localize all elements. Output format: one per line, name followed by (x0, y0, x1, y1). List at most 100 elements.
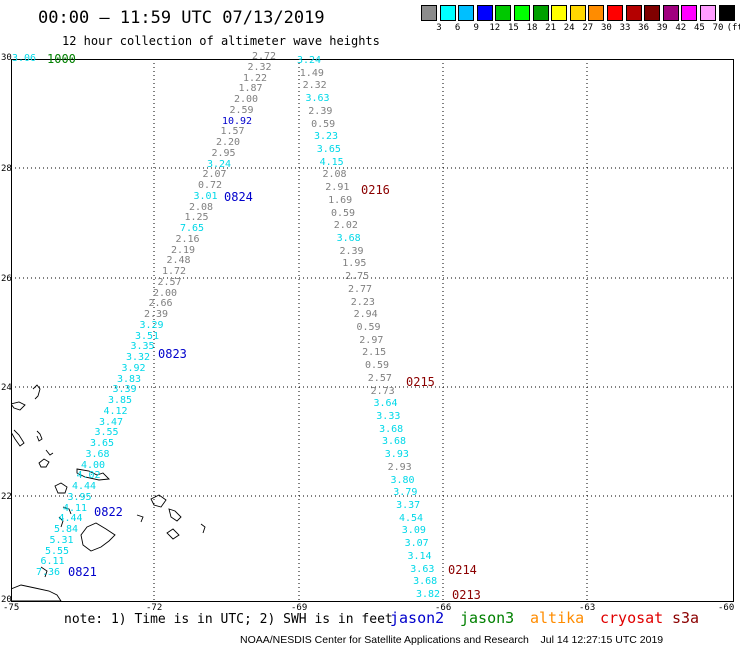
legend-swatch (607, 5, 623, 21)
legend-label: 18 (526, 23, 538, 33)
corner-sample-cyan: 3.06 (12, 53, 37, 64)
legend-label: 12 (489, 23, 501, 33)
legend-swatch (476, 5, 493, 21)
longitude-tick-label: -75 (3, 603, 20, 613)
wave-height-value: 4.15 (319, 156, 344, 168)
wave-height-value: 0.59 (356, 322, 381, 333)
wave-height-value: 2.00 (152, 287, 178, 299)
wave-height-value: 4.44 (71, 481, 97, 492)
legend-swatch (644, 5, 661, 21)
wave-height-value: 2.66 (148, 298, 173, 310)
island-san-salvador-region (76, 468, 110, 481)
legend-label: 39 (656, 23, 668, 33)
wave-height-value: 3.63 (410, 563, 435, 575)
wave-height-value: 3.68 (381, 436, 407, 448)
wave-height-value: 2.77 (347, 283, 373, 295)
wave-height-value: 3.37 (396, 500, 421, 511)
latitude-tick-label: 20 (1, 595, 12, 605)
pass-time-label: 0215 (406, 375, 435, 389)
landmass-bahamas (10, 384, 206, 602)
wave-height-value: 1.57 (220, 126, 245, 138)
wave-height-value: 1.25 (184, 212, 209, 224)
wave-height-value: 0.72 (197, 180, 223, 191)
wave-height-value: 5.55 (44, 545, 70, 557)
legend-label: 15 (507, 23, 519, 33)
latitude-tick-label: 28 (1, 164, 12, 174)
wave-height-value: 6.11 (40, 556, 65, 568)
legend-swatch (421, 5, 437, 21)
wave-height-value: 2.20 (215, 137, 241, 148)
wave-height-value: 3.82 (415, 589, 441, 600)
wave-height-value: 2.39 (339, 245, 364, 257)
wave-height-value: 3.80 (390, 474, 415, 486)
footnote: note: 1) Time is in UTC; 2) SWH is in fe… (64, 612, 393, 627)
wave-height-value: 2.57 (157, 276, 182, 288)
wave-height-value: 3.79 (393, 487, 418, 499)
wave-height-value: 7.65 (179, 223, 205, 234)
island-east-caicos (166, 528, 180, 540)
wave-height-value: 4.02 (76, 470, 101, 482)
legend-label: 70 (712, 23, 724, 33)
wave-height-value: 3.35 (130, 341, 155, 353)
longitude-tick-label: -66 (435, 603, 452, 613)
wave-height-value: 3.68 (379, 423, 404, 435)
wave-height-value: 5.31 (49, 534, 74, 546)
wave-height-value: 3.65 (89, 438, 115, 449)
satellite-name-altika: altika (530, 609, 585, 627)
pass-time-label: 0823 (158, 347, 187, 361)
wave-height-value: 3.47 (98, 416, 124, 428)
wave-height-value: 4.12 (103, 405, 128, 417)
wave-height-value: 3.29 (139, 319, 164, 331)
legend-unit: (ft) (726, 23, 740, 33)
legend-label: 6 (454, 23, 461, 33)
legend-swatch (551, 5, 568, 21)
wave-height-value: 3.93 (384, 449, 409, 461)
island-long (38, 458, 50, 468)
legend-swatch (588, 5, 605, 21)
legend-label: 21 (545, 23, 557, 33)
wave-height-value: 3.23 (313, 131, 339, 143)
legend-label: 3 (436, 23, 442, 33)
wave-height-value: 3.24 (296, 55, 322, 66)
wave-height-value: 2.32 (302, 80, 327, 92)
map-subtitle: 12 hour collection of altimeter wave hei… (62, 34, 380, 48)
wave-height-value: 2.32 (247, 61, 272, 73)
wave-height-value: 4.54 (398, 512, 424, 524)
wave-height-value: 2.39 (308, 105, 333, 117)
graticule-grid (11, 59, 734, 602)
wave-height-value: 4.11 (62, 502, 88, 514)
island-exuma (45, 449, 54, 456)
satellite-name-jason3: jason3 (460, 609, 515, 627)
island-eleuthera (10, 429, 25, 447)
legend-label: 24 (563, 23, 575, 33)
legend-swatch (569, 5, 586, 21)
wave-height-value: 2.23 (350, 296, 375, 308)
wave-height-value: 4.44 (58, 513, 83, 525)
island-acklins (62, 506, 72, 515)
legend-label: 45 (693, 23, 705, 33)
legend-swatch (495, 5, 512, 21)
island-providenciales (150, 494, 167, 508)
wave-height-value: 3.39 (112, 384, 137, 396)
satellite-name-s3a: s3a (672, 609, 700, 627)
legend-label: 36 (638, 23, 650, 33)
pass-time-label: 0821 (68, 565, 97, 579)
wave-height-value: 2.73 (370, 385, 395, 397)
wave-height-value: 3.24 (206, 158, 232, 170)
wave-height-value: 3.07 (404, 538, 429, 550)
wave-height-value: 2.07 (202, 169, 227, 181)
longitude-tick-label: -69 (291, 603, 308, 613)
wave-height-value: 0.59 (330, 207, 356, 219)
wave-height-value: 3.51 (134, 330, 160, 342)
corner-sample-green: 1000 (47, 52, 76, 66)
wave-height-value: 2.08 (322, 169, 347, 181)
legend-swatch (514, 5, 530, 21)
pass-time-label: 0213 (452, 588, 481, 602)
wave-height-value: 3.83 (116, 373, 142, 385)
island-grand-turk (168, 508, 182, 522)
wave-height-value: 2.57 (367, 372, 392, 384)
wave-height-value: 2.15 (362, 347, 387, 359)
coast-hispaniola-cuba (10, 584, 62, 602)
latitude-tick-label: 26 (1, 274, 12, 284)
island-grand-bahama (10, 401, 26, 411)
